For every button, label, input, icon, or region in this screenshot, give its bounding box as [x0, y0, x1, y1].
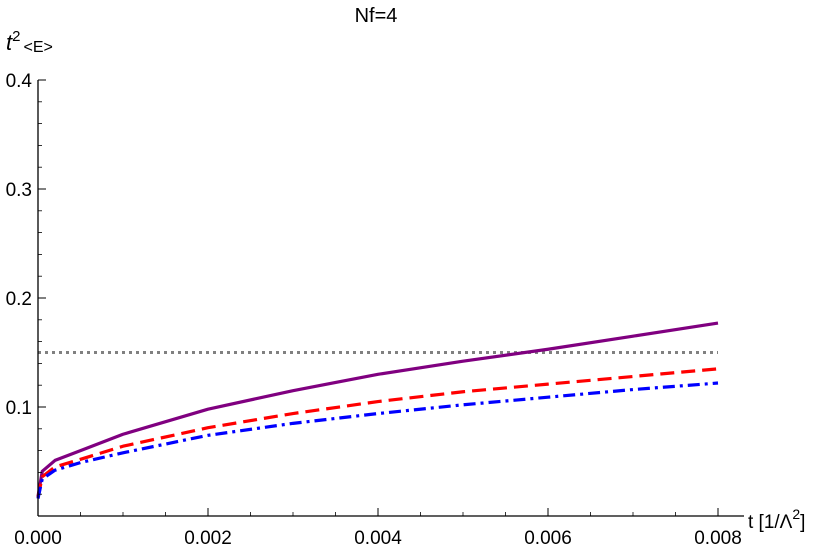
series-layer: [36, 321, 719, 499]
series-line-2: [36, 381, 719, 499]
x-axis-label-base: t [1/Λ: [748, 512, 793, 533]
x-axis-label: t [1/Λ2]: [748, 506, 805, 533]
y-axis-label-rest: <E>: [23, 39, 52, 56]
x-tick-label: 0.002: [184, 528, 232, 549]
x-axis-label-sup: 2: [792, 506, 800, 522]
chart-title: Nf=4: [355, 5, 398, 27]
y-axis-label-base: t: [6, 30, 13, 55]
y-axis-label-sup: 2: [12, 28, 20, 45]
x-tick-label: 0.006: [524, 528, 572, 549]
y-tick-label: 0.2: [6, 289, 32, 310]
y-tick-label: 0.4: [6, 71, 33, 92]
x-tick-label: 0.004: [354, 528, 402, 549]
y-tick-label: 0.3: [6, 180, 32, 201]
series-line-1: [36, 367, 719, 498]
y-tick-label: 0.1: [6, 398, 32, 419]
y-axis-label: t2<E>: [6, 28, 53, 56]
x-tick-label: 0.008: [694, 528, 742, 549]
series-line-0: [36, 321, 719, 497]
x-axis-label-close: ]: [800, 512, 805, 533]
axis-ticks: 0.000 0.002 0.004 0.006 0.008 0.1 0.2 0.3 0.4: [6, 71, 742, 549]
x-tick-label: 0.000: [14, 528, 62, 549]
